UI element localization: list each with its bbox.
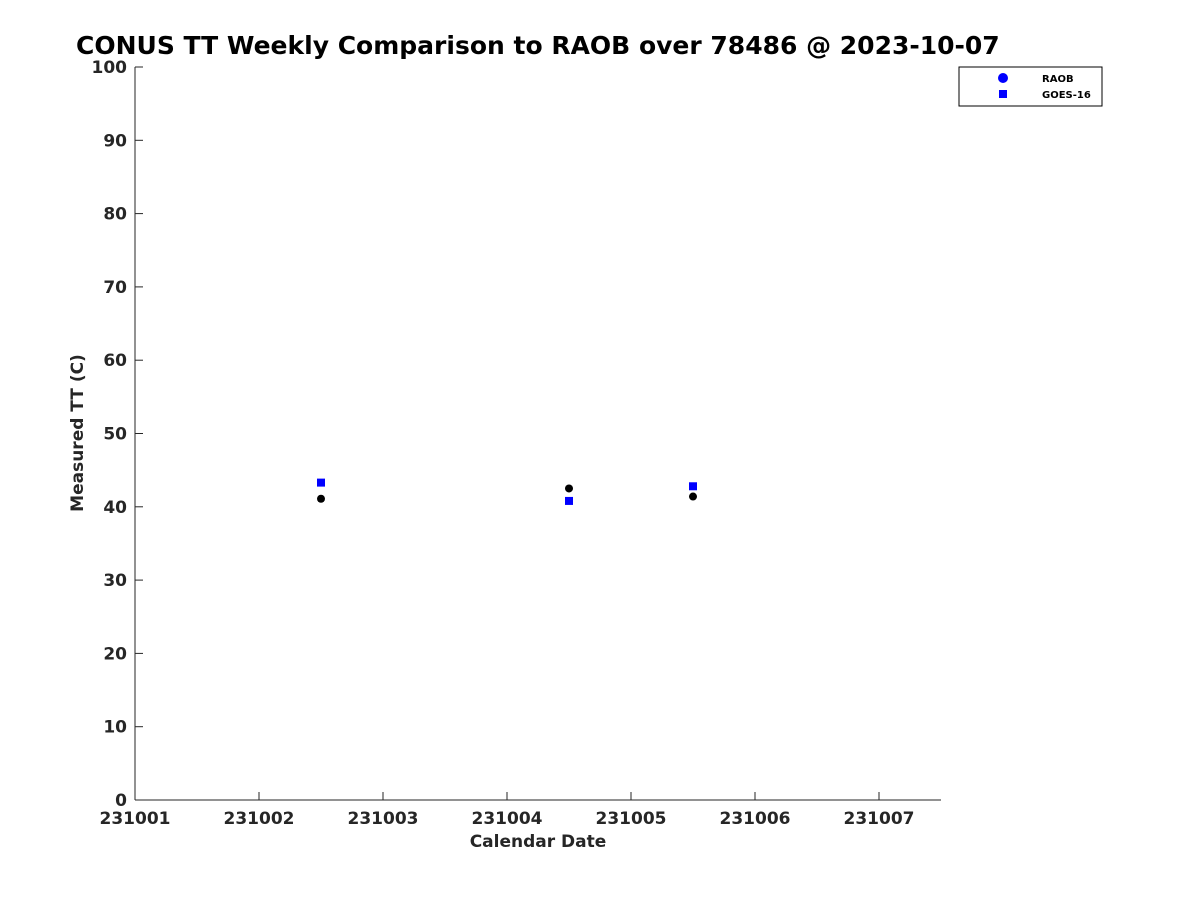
- y-tick-label: 30: [103, 571, 127, 591]
- y-tick-label: 100: [92, 58, 128, 78]
- y-tick-label: 90: [103, 131, 127, 151]
- x-tick-label: 231004: [472, 809, 543, 829]
- y-axis-label: Measured TT (C): [68, 354, 88, 512]
- x-tick-label: 231002: [224, 809, 295, 829]
- raob-point: [565, 484, 573, 493]
- y-tick-label: 70: [103, 278, 127, 298]
- y-tick-label: 20: [103, 644, 127, 664]
- y-tick-label: 50: [103, 425, 127, 445]
- y-tick-label: 0: [115, 791, 127, 811]
- chart-title: CONUS TT Weekly Comparison to RAOB over …: [76, 31, 1000, 60]
- legend: RAOB GOES-16: [958, 66, 1103, 107]
- raob-point: [689, 492, 697, 501]
- y-tick-label: 60: [103, 351, 127, 371]
- goes16-point: [317, 478, 325, 487]
- y-tick-label: 80: [103, 205, 127, 225]
- legend-marker-goes16: [999, 90, 1007, 98]
- goes16-point: [565, 496, 573, 505]
- x-tick-label: 231001: [100, 809, 171, 829]
- legend-marker-raob: [998, 73, 1008, 83]
- y-tick-label: 40: [103, 498, 127, 518]
- data-points: [317, 478, 697, 505]
- y-tick-label: 10: [103, 718, 127, 738]
- x-tick-label: 231006: [720, 809, 791, 829]
- y-axis-ticks: 0 10 20 30 40 50 60 70 80 90 100: [92, 58, 143, 811]
- x-axis-ticks: 231001 231002 231003 231004 231005 231006 2310…: [100, 792, 915, 829]
- x-axis-label: Calendar Date: [470, 832, 607, 852]
- x-tick-label: 231003: [348, 809, 419, 829]
- legend-label: RAOB: [1042, 74, 1074, 85]
- raob-point: [317, 494, 325, 503]
- x-tick-label: 231005: [596, 809, 667, 829]
- goes16-point: [689, 482, 697, 491]
- x-tick-label: 231007: [844, 809, 915, 829]
- legend-box: [958, 66, 1103, 107]
- legend-label: GOES-16: [1042, 90, 1091, 101]
- plot-area: [135, 67, 941, 800]
